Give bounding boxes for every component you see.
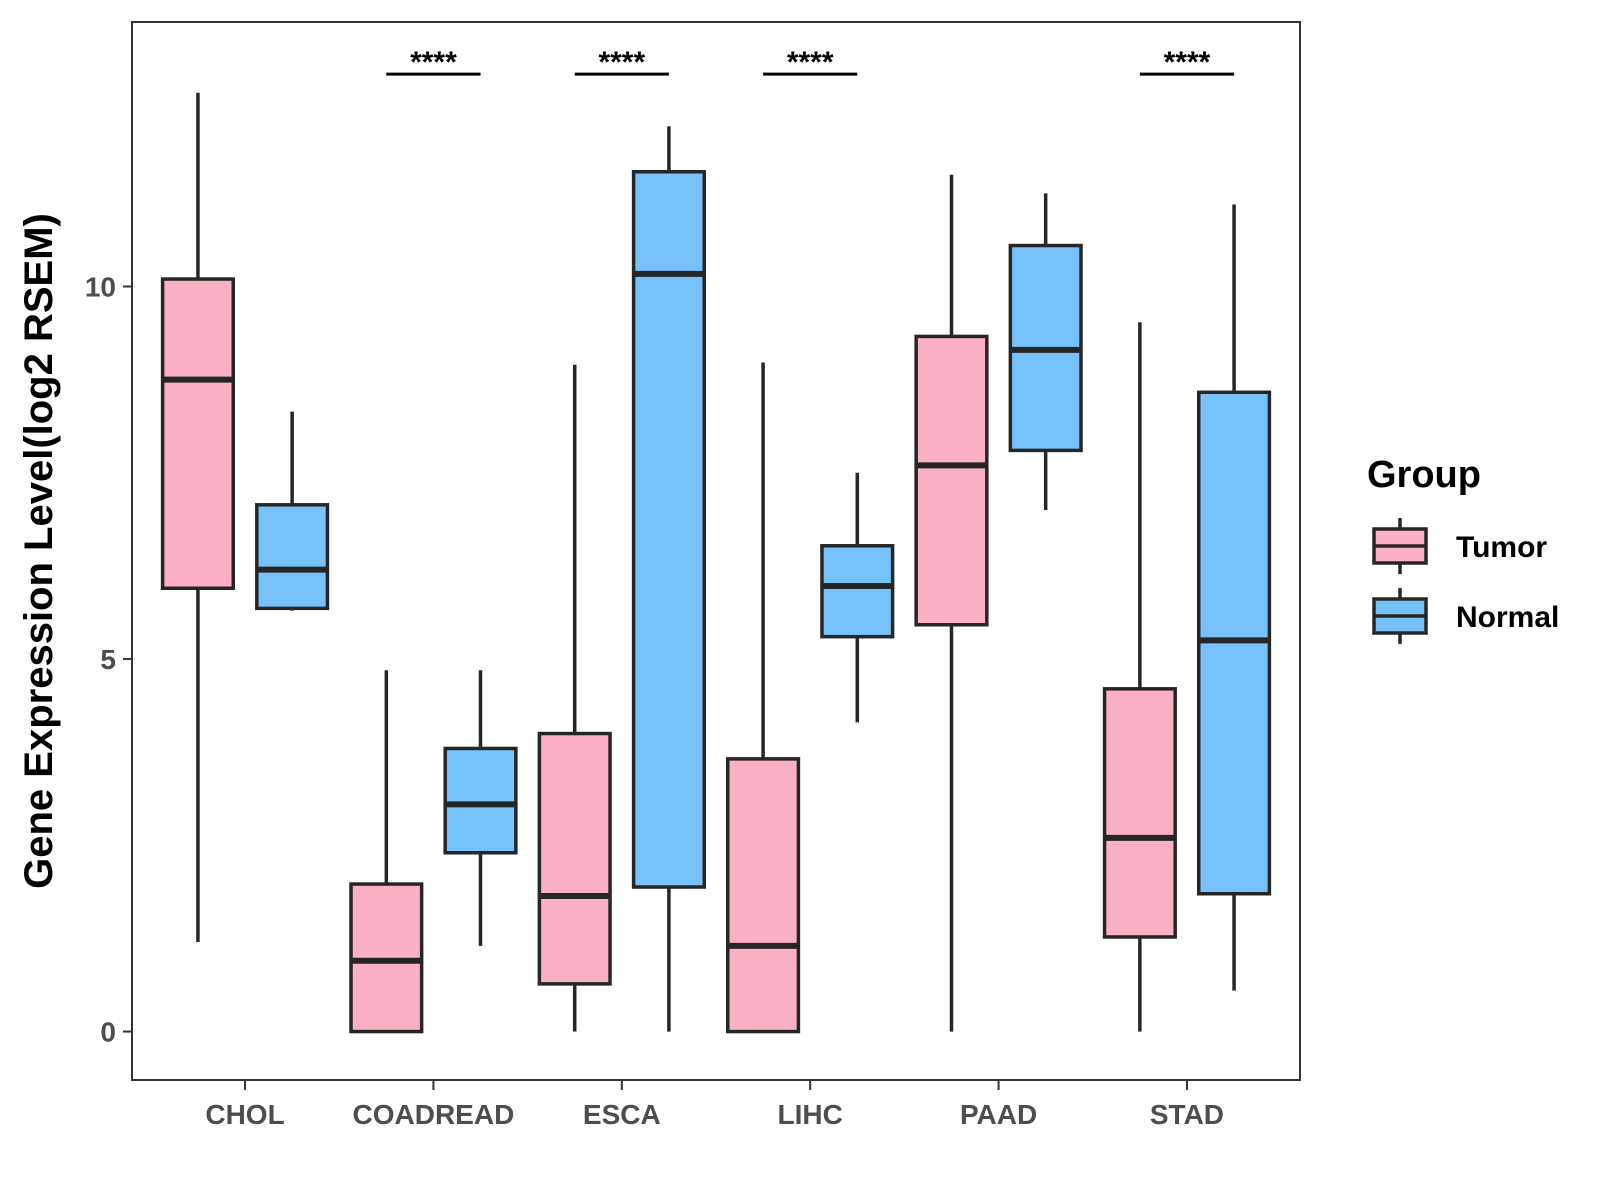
significance-label: **** [410,46,457,79]
box-body [255,503,330,611]
box-tumor-paad [914,174,989,1032]
box-normal-stad [1196,204,1272,991]
significance-stad: **** [1139,46,1235,79]
legend-label-normal: Normal [1456,601,1559,634]
box-tumor-coadread [349,670,424,1034]
box-normal-coadread [443,670,518,946]
plot-boxes [160,92,1272,1034]
box-tumor-stad [1102,322,1177,1032]
box-normal-esca [631,126,706,1032]
y-axis: 0 5 10 [85,272,132,1048]
box-body [726,757,801,1034]
box-body [443,746,518,855]
x-tick-label-chol: CHOL [205,1099,284,1130]
box-body [537,731,612,986]
box-tumor-esca [537,364,612,1032]
legend-item-tumor: Tumor [1372,518,1547,574]
box-normal-paad [1008,193,1083,511]
legend: Group Tumor Normal [1367,454,1559,644]
box-body [820,544,895,639]
y-tick-label: 5 [100,644,116,675]
x-tick-label-coadread: COADREAD [353,1099,515,1130]
x-tick-label-esca: ESCA [583,1099,661,1130]
plot-panel-border [131,21,1301,1081]
significance-lihc: **** [763,46,858,79]
box-tumor-chol [160,92,236,943]
box-body [160,277,236,591]
box-body [1102,687,1177,939]
legend-title: Group [1367,454,1481,496]
x-tick-label-paad: PAAD [960,1099,1037,1130]
legend-label-tumor: Tumor [1456,531,1547,564]
x-tick-label-stad: STAD [1150,1099,1224,1130]
box-body [631,170,706,889]
y-tick-label: 0 [100,1017,116,1048]
y-axis-title: Gene Expression Level(log2 RSEM) [17,213,61,889]
significance-annotations: **** **** **** **** [386,46,1235,79]
significance-label: **** [598,46,645,79]
box-normal-chol [255,411,330,611]
x-axis: CHOL COADREAD ESCA LIHC PAAD STAD [205,1080,1224,1130]
x-tick-label-lihc: LIHC [778,1099,843,1130]
box-tumor-lihc [726,362,801,1034]
significance-label: **** [787,46,834,79]
significance-esca: **** [574,46,669,79]
legend-item-normal: Normal [1372,588,1559,644]
box-normal-lihc [820,472,895,723]
significance-label: **** [1164,46,1211,79]
y-tick-label: 10 [85,272,116,303]
significance-coadread: **** [386,46,481,79]
box-body [914,334,989,627]
